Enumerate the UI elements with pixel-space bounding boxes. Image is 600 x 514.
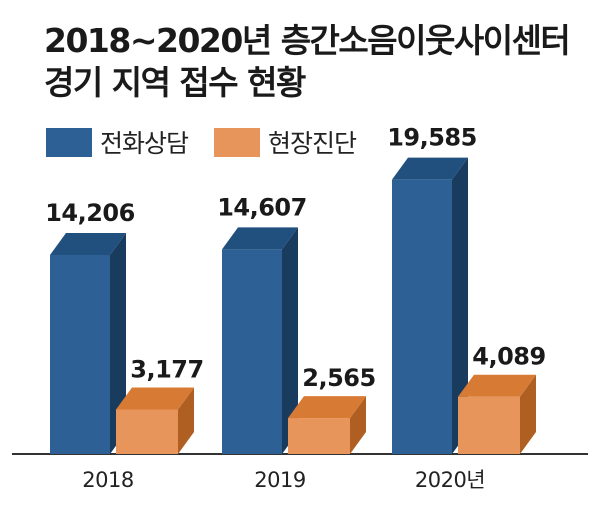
legend-label-series-2: 현장진단 (268, 129, 357, 158)
legend: 전화상담 현장진단 (46, 124, 382, 160)
data-label-series-2-1: 2,565 (302, 364, 375, 392)
chart-title-line-2: 경기 지역 접수 현황 (44, 63, 306, 102)
bar-series-1-0-top (50, 233, 126, 255)
legend-swatch-series-1 (46, 127, 92, 157)
bar-series-2-0 (116, 409, 178, 454)
bar-series-1-1-top (222, 227, 298, 250)
x-tick-label-1: 2019 (254, 468, 305, 492)
bar-series-2-1 (288, 418, 350, 454)
bar-series-2-2-side (520, 374, 536, 454)
data-label-series-1-1: 14,607 (217, 193, 307, 221)
bar-series-1-2 (392, 179, 452, 454)
bar-series-2-2 (458, 396, 520, 454)
data-label-series-1-0: 14,206 (45, 199, 135, 227)
data-label-series-2-0: 3,177 (130, 355, 203, 383)
bar-series-1-0-side (110, 233, 126, 454)
x-tick-label-0: 2018 (82, 468, 133, 492)
bar-series-1-1-side (282, 227, 298, 454)
data-label-series-1-2: 19,585 (387, 124, 477, 152)
bar-series-1-0 (50, 255, 110, 454)
legend-label-series-1: 전화상담 (100, 129, 189, 158)
bar-series-1-1 (222, 249, 282, 454)
chart-title-line-1: 2018~2020년 층간소음이웃사이센터 (44, 21, 571, 60)
bar-series-2-1-side (350, 396, 366, 454)
bar-series-1-2-side (452, 157, 468, 454)
bar-series-2-0-top (116, 387, 194, 410)
data-label-series-2-2: 4,089 (472, 343, 545, 371)
bar-series-2-1-top (288, 396, 366, 419)
bar-series-2-2-top (458, 374, 536, 397)
bar-series-2-0-side (178, 387, 194, 454)
x-tick-label-2: 2020년 (415, 468, 485, 492)
chart-title: 2018~2020년 층간소음이웃사이센터 경기 지역 접수 현황 (44, 20, 571, 104)
legend-swatch-series-2 (214, 127, 261, 157)
bar-series-1-2-top (392, 157, 468, 180)
